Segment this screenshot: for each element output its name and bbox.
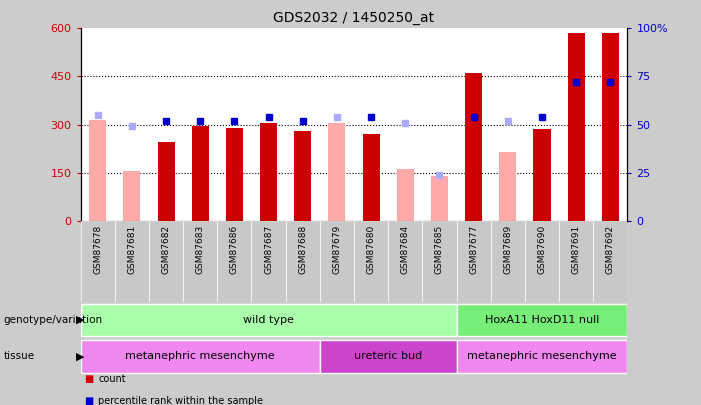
Bar <box>431 176 448 221</box>
Bar <box>354 221 388 302</box>
Bar <box>593 221 627 302</box>
Bar <box>491 221 525 302</box>
Text: ureteric bud: ureteric bud <box>354 352 422 361</box>
Text: GSM87680: GSM87680 <box>367 225 376 274</box>
Text: count: count <box>98 374 125 384</box>
Text: wild type: wild type <box>243 315 294 325</box>
Bar <box>81 221 115 302</box>
Text: genotype/variation: genotype/variation <box>4 315 102 325</box>
Text: metanephric mesenchyme: metanephric mesenchyme <box>467 352 617 361</box>
Bar <box>499 152 517 221</box>
Bar <box>286 221 320 302</box>
Bar <box>465 73 482 221</box>
Bar <box>123 171 140 221</box>
Text: metanephric mesenchyme: metanephric mesenchyme <box>125 352 275 361</box>
Text: GSM87687: GSM87687 <box>264 225 273 274</box>
Bar <box>294 131 311 221</box>
Text: GSM87692: GSM87692 <box>606 225 615 274</box>
Text: GSM87677: GSM87677 <box>469 225 478 274</box>
Bar <box>252 221 286 302</box>
Text: ▶: ▶ <box>76 315 84 325</box>
Text: GSM87682: GSM87682 <box>161 225 170 274</box>
Text: GSM87681: GSM87681 <box>128 225 137 274</box>
Bar <box>217 221 252 302</box>
Bar <box>456 340 627 373</box>
Text: GSM87689: GSM87689 <box>503 225 512 274</box>
Bar <box>533 129 550 221</box>
Bar <box>89 120 107 221</box>
Text: GSM87685: GSM87685 <box>435 225 444 274</box>
Bar <box>456 304 627 336</box>
Bar <box>422 221 456 302</box>
Bar <box>388 221 422 302</box>
Bar <box>568 33 585 221</box>
Bar <box>191 126 209 221</box>
Bar <box>362 134 380 221</box>
Title: GDS2032 / 1450250_at: GDS2032 / 1450250_at <box>273 11 435 25</box>
Bar <box>183 221 217 302</box>
Text: tissue: tissue <box>4 352 34 361</box>
Bar <box>81 340 320 373</box>
Bar <box>525 221 559 302</box>
Text: GSM87683: GSM87683 <box>196 225 205 274</box>
Text: ■: ■ <box>84 374 93 384</box>
Bar <box>81 304 456 336</box>
Text: GSM87678: GSM87678 <box>93 225 102 274</box>
Bar <box>320 340 456 373</box>
Bar <box>158 142 175 221</box>
Text: GSM87688: GSM87688 <box>298 225 307 274</box>
Bar <box>456 221 491 302</box>
Text: GSM87679: GSM87679 <box>332 225 341 274</box>
Bar <box>397 169 414 221</box>
Text: HoxA11 HoxD11 null: HoxA11 HoxD11 null <box>485 315 599 325</box>
Bar <box>320 221 354 302</box>
Bar <box>149 221 183 302</box>
Text: ■: ■ <box>84 396 93 405</box>
Bar <box>115 221 149 302</box>
Text: GSM87691: GSM87691 <box>571 225 580 274</box>
Bar <box>328 123 346 221</box>
Bar <box>559 221 593 302</box>
Bar <box>601 33 619 221</box>
Text: GSM87684: GSM87684 <box>401 225 410 274</box>
Bar <box>260 123 277 221</box>
Text: percentile rank within the sample: percentile rank within the sample <box>98 396 263 405</box>
Bar <box>226 128 243 221</box>
Text: GSM87690: GSM87690 <box>538 225 547 274</box>
Text: ▶: ▶ <box>76 352 84 361</box>
Text: GSM87686: GSM87686 <box>230 225 239 274</box>
